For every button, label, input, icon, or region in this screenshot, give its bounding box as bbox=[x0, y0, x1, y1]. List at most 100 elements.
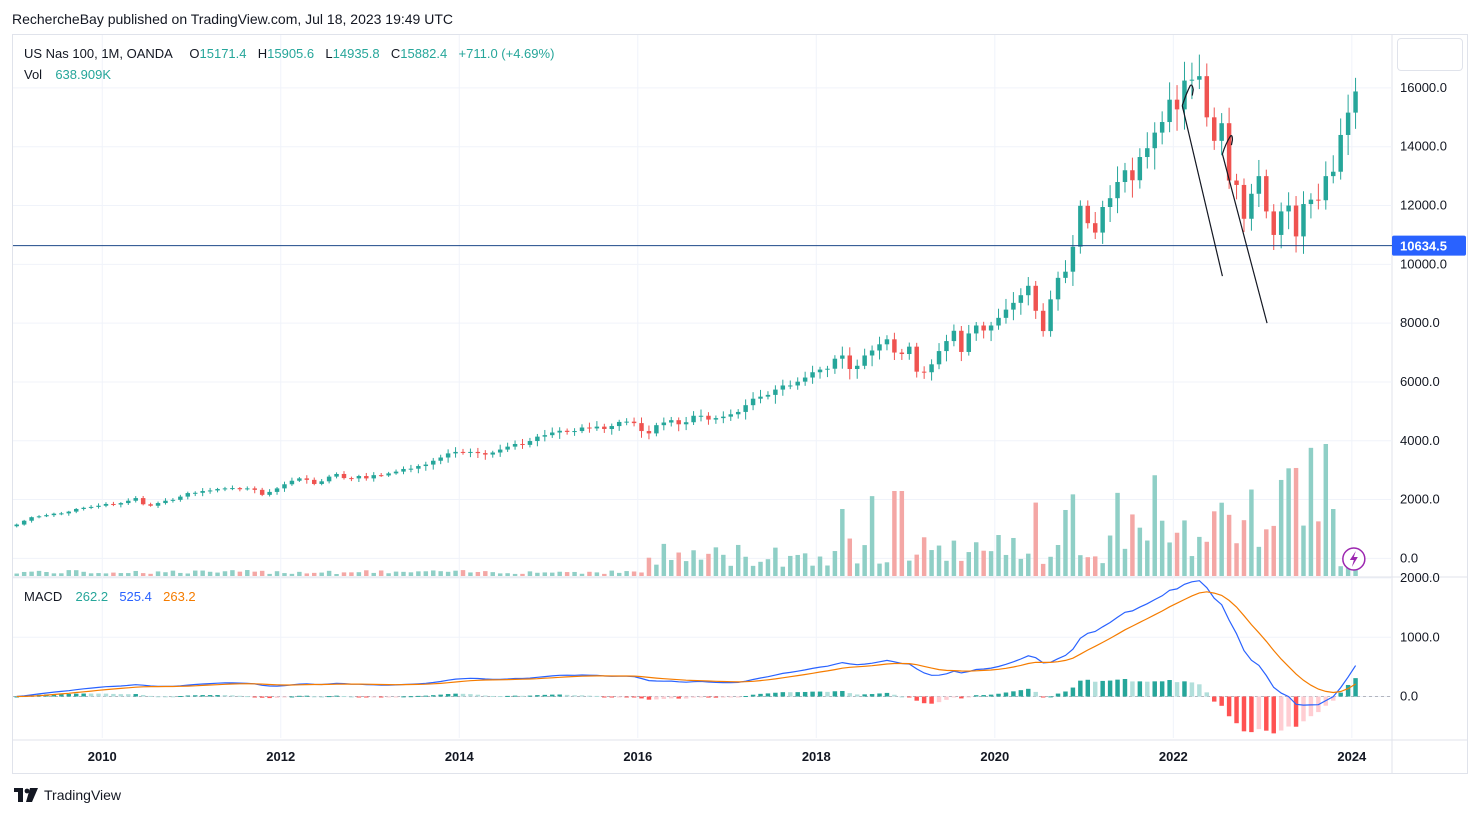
candle-body bbox=[44, 515, 49, 517]
candle-body bbox=[1264, 176, 1269, 212]
candle-body bbox=[312, 479, 317, 484]
volume-bar bbox=[840, 508, 845, 576]
macd-hist-bar bbox=[341, 696, 347, 698]
candle-body bbox=[1115, 182, 1120, 199]
volume-bar bbox=[1293, 467, 1299, 576]
macd-hist-bar bbox=[535, 695, 540, 697]
volume-bar bbox=[51, 573, 57, 576]
candle-body bbox=[728, 414, 733, 417]
macd-hist-bar bbox=[371, 696, 376, 698]
candle-body bbox=[817, 369, 823, 373]
macd-hist-bar bbox=[676, 696, 681, 699]
candle-body bbox=[96, 505, 101, 507]
volume-bar bbox=[713, 547, 719, 576]
candle-body bbox=[788, 385, 793, 387]
candle-body bbox=[639, 423, 644, 432]
volume-bar bbox=[512, 573, 518, 576]
candle-body bbox=[1286, 205, 1291, 212]
volume-bar bbox=[297, 571, 302, 576]
macd-hist-bar bbox=[1018, 690, 1024, 697]
candle-body bbox=[192, 492, 198, 494]
volume-bar bbox=[1107, 535, 1113, 576]
macd-hist-bar bbox=[728, 696, 733, 698]
macd-hist-bar bbox=[743, 696, 748, 698]
volume-bar bbox=[1048, 556, 1053, 576]
candle-body bbox=[609, 426, 614, 429]
macd-hist-bar bbox=[713, 696, 719, 698]
volume-bar bbox=[378, 570, 384, 576]
volume-bar bbox=[914, 554, 919, 576]
candle-body bbox=[88, 506, 94, 508]
candle-body bbox=[602, 426, 607, 429]
macd-hist-bar bbox=[721, 696, 726, 698]
volume-bar bbox=[1316, 521, 1321, 576]
volume-bar bbox=[594, 572, 600, 576]
candle-body bbox=[1331, 171, 1336, 177]
volume-bar bbox=[423, 571, 429, 576]
volume-bar bbox=[1063, 509, 1068, 576]
macd-hist-bar bbox=[386, 696, 391, 698]
volume-bar bbox=[1003, 554, 1009, 576]
macd-hist-bar bbox=[624, 696, 629, 698]
macd-hist-bar bbox=[497, 696, 503, 698]
volume-bar bbox=[1018, 558, 1024, 576]
macd-histogram bbox=[14, 678, 1358, 734]
brand-name: TradingView bbox=[44, 787, 122, 803]
candle-body bbox=[936, 351, 942, 365]
macd-hist-bar bbox=[230, 695, 235, 697]
macd-hist-bar bbox=[907, 696, 912, 698]
candle-body bbox=[148, 504, 153, 506]
macd-legend: MACD 262.2 525.4 263.2 bbox=[24, 589, 196, 604]
volume-bar bbox=[237, 571, 243, 576]
volume-bar bbox=[178, 572, 183, 576]
volume-bar bbox=[88, 573, 94, 576]
macd-hist-bar bbox=[1271, 696, 1276, 734]
macd-hist-bar bbox=[921, 696, 927, 704]
macd-hist-bar bbox=[661, 696, 667, 699]
candle-body bbox=[654, 425, 659, 434]
volume-bar bbox=[312, 572, 317, 576]
volume-bar bbox=[698, 559, 704, 576]
candle-body bbox=[743, 405, 748, 412]
candle-body bbox=[616, 421, 622, 427]
volume-bar bbox=[36, 570, 42, 576]
tradingview-brand[interactable]: TradingView bbox=[14, 787, 121, 803]
macd-hist-bar bbox=[899, 696, 905, 698]
macd-hist-bar bbox=[802, 691, 808, 697]
candle-body bbox=[170, 499, 176, 501]
volume-bar bbox=[735, 544, 741, 576]
macd-label: MACD bbox=[24, 589, 63, 604]
volume-bar bbox=[587, 571, 592, 576]
candle-body bbox=[326, 476, 332, 482]
candle-body bbox=[884, 339, 890, 345]
volume-bar bbox=[691, 550, 696, 576]
candle-body bbox=[907, 346, 912, 355]
volume-bar bbox=[869, 496, 875, 576]
price-scale-settings-button[interactable] bbox=[1397, 38, 1463, 71]
volume-bar bbox=[929, 550, 934, 576]
macd-hist-bar bbox=[1189, 682, 1195, 697]
candle-body bbox=[512, 443, 518, 447]
macd-tick-label: 0.0 bbox=[1400, 689, 1418, 704]
candle-body bbox=[408, 468, 414, 470]
macd-hist-bar bbox=[438, 694, 443, 697]
time-tick-label: 2020 bbox=[980, 749, 1009, 764]
volume-bar bbox=[14, 573, 19, 576]
candle-body bbox=[304, 478, 310, 480]
candle-body bbox=[1182, 80, 1187, 110]
candle-body bbox=[520, 443, 525, 445]
volume-bar bbox=[817, 556, 823, 576]
macd-hist-bar bbox=[847, 693, 853, 697]
candle-body bbox=[914, 346, 919, 372]
macd-hist-bar bbox=[1070, 687, 1076, 697]
macd-hist-bar bbox=[1331, 696, 1336, 701]
candle-body bbox=[780, 385, 786, 390]
candle-body bbox=[1063, 271, 1068, 278]
macd-hist-bar bbox=[490, 695, 495, 697]
candle-body bbox=[698, 415, 704, 417]
time-tick-label: 2018 bbox=[802, 749, 831, 764]
volume-bar bbox=[118, 573, 124, 576]
candle-body bbox=[505, 446, 510, 450]
candle-body bbox=[1159, 122, 1165, 133]
